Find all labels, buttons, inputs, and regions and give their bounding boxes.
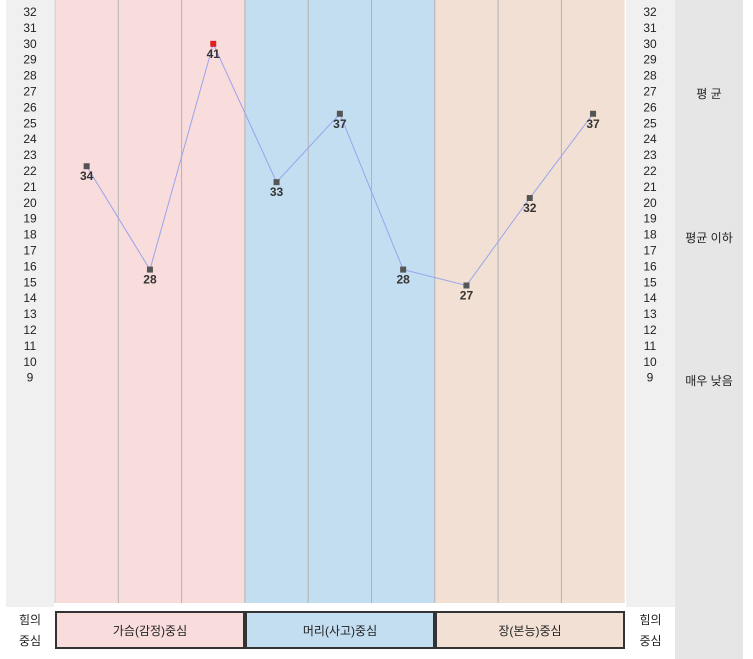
y-tick-label-left: 30 bbox=[23, 37, 37, 51]
y-tick-label-right: 17 bbox=[643, 244, 657, 258]
center-box-head: 머리(사고)중심 bbox=[245, 611, 435, 649]
footer-right-label-line1: 힘의 bbox=[639, 613, 662, 627]
data-point-label: 33 bbox=[270, 185, 284, 199]
data-point-marker bbox=[336, 110, 343, 117]
y-tick-label-right: 13 bbox=[643, 307, 657, 321]
y-tick-label-right: 10 bbox=[643, 355, 657, 369]
data-point-label: 27 bbox=[460, 288, 474, 302]
center-box-heart-label: 가슴(감정)중심 bbox=[112, 623, 188, 638]
data-point-label: 28 bbox=[396, 273, 410, 287]
y-tick-label-left: 18 bbox=[23, 228, 37, 242]
data-point-marker bbox=[590, 110, 597, 117]
y-tick-label-left: 9 bbox=[27, 371, 34, 385]
y-tick-label-left: 11 bbox=[24, 339, 37, 353]
y-tick-label-left: 13 bbox=[23, 307, 37, 321]
left-score-scale bbox=[6, 0, 54, 607]
data-point-label: 41 bbox=[207, 47, 221, 61]
footer-right-label-line2: 중심 bbox=[639, 634, 662, 648]
y-tick-label-left: 16 bbox=[23, 259, 37, 273]
footer-right-label: 힘의 중심 bbox=[626, 610, 675, 652]
y-tick-label-left: 21 bbox=[23, 180, 37, 194]
y-tick-label-right: 30 bbox=[643, 37, 657, 51]
data-point-label: 28 bbox=[143, 273, 157, 287]
y-tick-label-left: 22 bbox=[23, 164, 37, 178]
y-tick-label-right: 25 bbox=[643, 116, 657, 130]
y-tick-label-right: 11 bbox=[644, 339, 657, 353]
footer-left-label: 힘의 중심 bbox=[6, 610, 54, 652]
center-band bbox=[244, 0, 435, 603]
y-tick-label-right: 14 bbox=[643, 291, 657, 305]
y-tick-label-left: 27 bbox=[23, 85, 37, 99]
y-tick-label-left: 24 bbox=[23, 132, 37, 146]
data-point-label: 32 bbox=[523, 201, 537, 215]
y-tick-label-right: 29 bbox=[643, 53, 657, 67]
y-tick-label-left: 19 bbox=[23, 212, 37, 226]
y-tick-label-right: 27 bbox=[643, 85, 657, 99]
level-label-column: 평 균 평균 이하 매우 낮음 bbox=[675, 0, 743, 659]
y-tick-label-left: 25 bbox=[23, 116, 37, 130]
data-point-marker bbox=[463, 282, 470, 289]
y-tick-label-left: 28 bbox=[23, 69, 37, 83]
data-point-marker bbox=[273, 179, 280, 186]
y-tick-label-left: 32 bbox=[23, 5, 37, 19]
y-tick-label-right: 16 bbox=[643, 259, 657, 273]
right-score-scale bbox=[626, 0, 675, 607]
level-label-below-average: 평균 이하 bbox=[685, 231, 733, 245]
y-tick-label-left: 15 bbox=[23, 275, 37, 289]
center-band bbox=[55, 0, 245, 603]
level-label-average: 평 균 bbox=[696, 87, 722, 101]
y-tick-label-left: 10 bbox=[23, 355, 37, 369]
y-tick-label-left: 31 bbox=[23, 21, 37, 35]
data-point-marker bbox=[146, 266, 153, 273]
level-label-very-low: 매우 낮음 bbox=[685, 374, 733, 388]
data-point-label: 34 bbox=[80, 169, 94, 183]
footer-left-label-line1: 힘의 bbox=[18, 613, 42, 627]
center-box-head-label: 머리(사고)중심 bbox=[302, 623, 378, 638]
y-tick-label-left: 17 bbox=[23, 244, 37, 258]
y-tick-label-right: 9 bbox=[647, 371, 654, 385]
center-box-gut: 장(본능)중심 bbox=[435, 611, 625, 649]
data-point-marker bbox=[400, 266, 407, 273]
y-tick-label-right: 19 bbox=[643, 212, 657, 226]
y-tick-label-right: 31 bbox=[643, 21, 657, 35]
y-tick-label-right: 12 bbox=[643, 323, 657, 337]
y-tick-label-right: 24 bbox=[643, 132, 657, 146]
y-tick-label-right: 15 bbox=[643, 275, 657, 289]
y-tick-label-right: 23 bbox=[643, 148, 657, 162]
y-tick-label-right: 26 bbox=[643, 100, 657, 114]
data-point-marker bbox=[526, 195, 533, 202]
y-tick-label-right: 32 bbox=[643, 5, 657, 19]
y-tick-label-left: 14 bbox=[23, 291, 37, 305]
y-tick-label-right: 28 bbox=[643, 69, 657, 83]
y-tick-label-left: 29 bbox=[23, 53, 37, 67]
y-tick-label-left: 26 bbox=[23, 100, 37, 114]
data-point-marker bbox=[83, 163, 90, 170]
data-point-marker bbox=[210, 40, 217, 47]
y-tick-label-right: 21 bbox=[643, 180, 657, 194]
data-point-label: 37 bbox=[333, 117, 347, 131]
footer-left-label-line2: 중심 bbox=[18, 634, 42, 648]
y-tick-label-right: 20 bbox=[643, 196, 657, 210]
center-band bbox=[434, 0, 625, 603]
y-tick-label-left: 23 bbox=[23, 148, 37, 162]
y-tick-label-left: 20 bbox=[23, 196, 37, 210]
center-box-heart: 가슴(감정)중심 bbox=[55, 611, 245, 649]
y-tick-label-right: 18 bbox=[643, 228, 657, 242]
center-box-gut-label: 장(본능)중심 bbox=[498, 623, 562, 638]
data-point-label: 37 bbox=[586, 117, 600, 131]
y-tick-label-left: 12 bbox=[23, 323, 37, 337]
y-tick-label-right: 22 bbox=[643, 164, 657, 178]
